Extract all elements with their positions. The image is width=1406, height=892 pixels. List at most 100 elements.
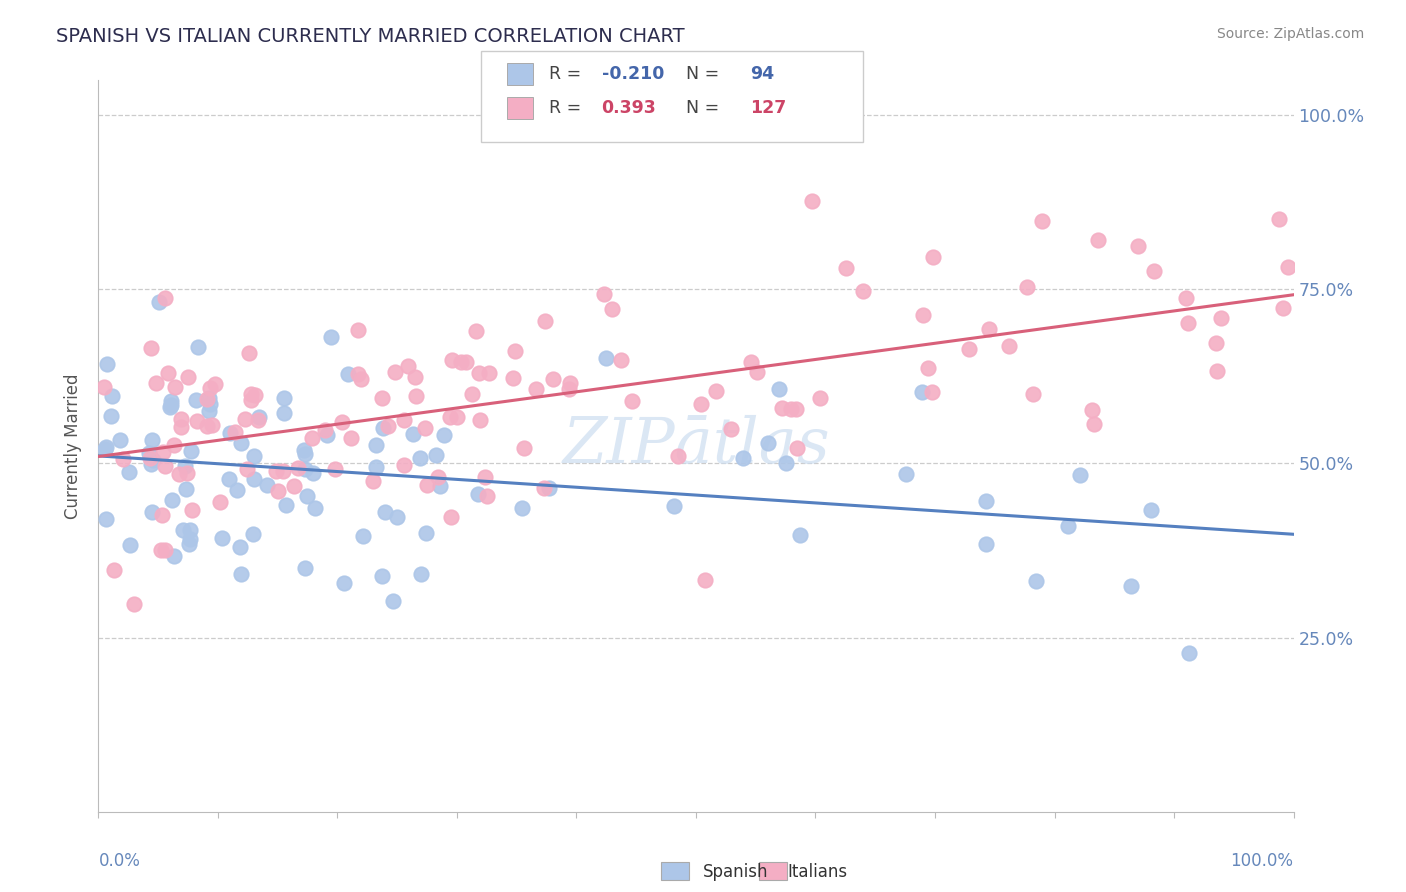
Point (229, 540, 252, 554)
Point (283, 479, 305, 493)
Point (541, 371, 564, 385)
Point (1211, 311, 1233, 326)
Point (96, 357, 118, 371)
Point (475, 489, 498, 503)
Point (852, 285, 875, 299)
Point (974, 537, 997, 551)
Point (141, 506, 163, 520)
Point (409, 451, 432, 466)
Point (425, 448, 447, 462)
Text: Italians: Italians (787, 863, 848, 881)
Point (139, 457, 162, 471)
Point (921, 384, 943, 399)
Point (610, 353, 633, 368)
Point (247, 410, 270, 425)
Point (385, 510, 408, 524)
Point (152, 445, 174, 459)
Point (917, 360, 939, 375)
Point (1087, 233, 1109, 247)
Point (294, 443, 316, 458)
Point (1025, 574, 1047, 588)
Point (229, 567, 252, 582)
Point (756, 435, 779, 450)
Point (775, 456, 797, 470)
Point (537, 481, 560, 495)
Text: Spanish: Spanish (703, 863, 769, 881)
Point (370, 568, 392, 582)
Point (911, 384, 934, 399)
Point (347, 323, 370, 337)
Point (502, 371, 524, 385)
Point (170, 412, 193, 426)
Point (304, 500, 326, 515)
Point (731, 450, 754, 465)
Point (979, 322, 1001, 336)
Point (160, 398, 183, 412)
Point (533, 314, 555, 328)
Point (174, 482, 197, 496)
Point (402, 426, 425, 441)
Text: 127: 127 (749, 99, 786, 117)
Point (1080, 403, 1102, 417)
Point (467, 487, 489, 501)
Point (301, 466, 323, 480)
Point (409, 566, 432, 581)
Text: N =: N = (686, 65, 725, 84)
Point (111, 452, 134, 467)
Point (93, 442, 115, 456)
Point (180, 443, 202, 458)
Point (593, 287, 616, 301)
Point (600, 301, 623, 316)
Point (364, 437, 387, 451)
Point (371, 421, 394, 435)
Point (323, 462, 346, 476)
Point (186, 414, 208, 428)
Point (461, 387, 484, 401)
Point (415, 478, 437, 492)
Point (330, 415, 353, 429)
Point (226, 483, 249, 497)
Point (1205, 364, 1227, 378)
Point (167, 467, 190, 482)
Point (747, 365, 769, 379)
Point (294, 561, 316, 575)
Point (706, 384, 728, 398)
Point (294, 462, 316, 476)
Point (1069, 468, 1091, 483)
Point (148, 295, 170, 310)
Point (177, 370, 200, 384)
Point (404, 369, 426, 384)
Point (439, 410, 461, 425)
Point (165, 379, 187, 393)
Point (911, 308, 934, 322)
Point (172, 524, 194, 538)
Point (789, 527, 811, 541)
Point (316, 427, 339, 442)
Point (478, 366, 501, 380)
Text: N =: N = (686, 99, 725, 117)
Point (108, 433, 131, 447)
Point (297, 489, 319, 503)
Point (256, 477, 278, 491)
Text: ZIPātlas: ZIPātlas (562, 415, 830, 477)
Point (690, 397, 713, 411)
Point (347, 367, 370, 381)
Point (1128, 239, 1150, 253)
Point (96, 512, 118, 526)
Point (467, 367, 489, 381)
Point (157, 367, 180, 381)
Point (118, 538, 141, 552)
Point (101, 389, 124, 403)
Point (264, 464, 287, 478)
Point (1174, 292, 1197, 306)
Point (187, 340, 209, 354)
Point (242, 449, 264, 463)
Point (238, 346, 260, 360)
Point (243, 472, 266, 486)
Point (374, 505, 396, 519)
Point (666, 449, 689, 463)
Point (470, 413, 492, 427)
Point (122, 598, 145, 612)
Point (200, 417, 222, 432)
Point (200, 397, 222, 411)
